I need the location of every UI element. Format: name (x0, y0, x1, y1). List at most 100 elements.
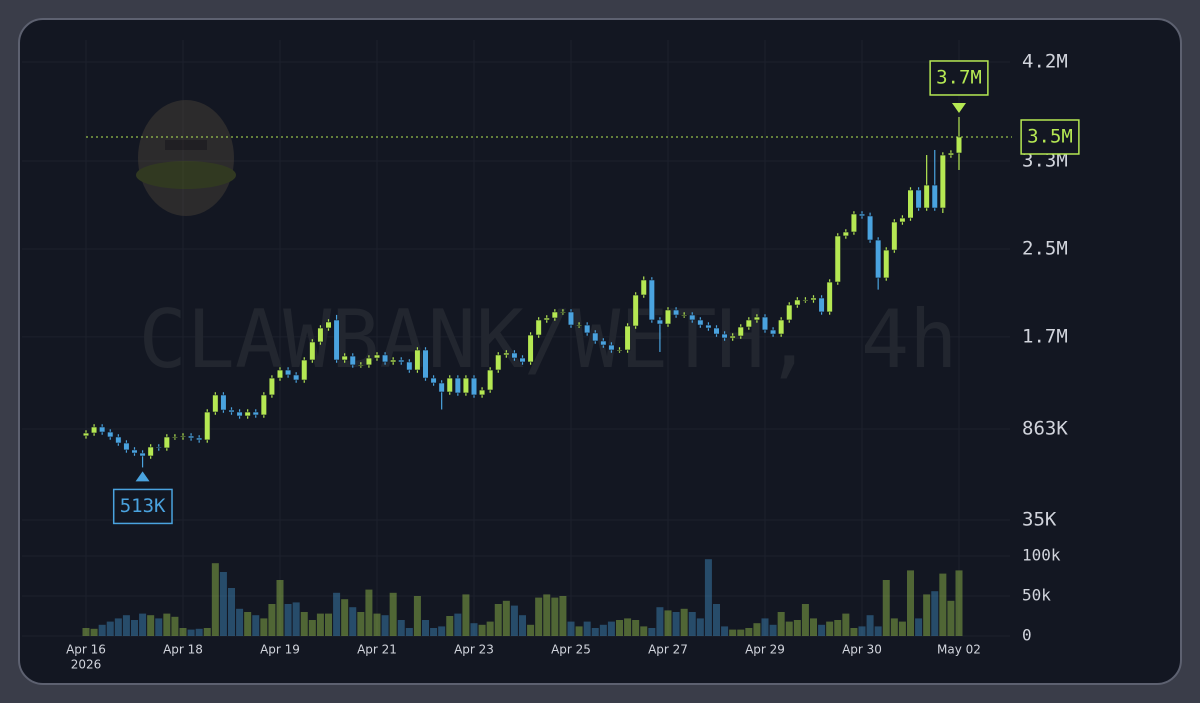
plot-area (82, 116, 963, 636)
y-tick-label: 3.3M (1022, 149, 1068, 171)
candle-body (705, 324, 712, 329)
candle-body (664, 309, 672, 325)
candle-body (430, 377, 437, 384)
volume-bar (228, 588, 235, 636)
x-tick-label: Apr 19 (260, 643, 300, 657)
volume-bar (632, 620, 640, 636)
candle-body (745, 319, 752, 328)
volume-bar (607, 621, 615, 636)
volume-bar (276, 580, 284, 636)
candle-body (608, 344, 615, 351)
volume-bar (575, 626, 583, 636)
candle-body (228, 409, 235, 413)
candle-body (939, 154, 946, 209)
volume-bar (211, 563, 219, 636)
volume-bar (131, 620, 138, 636)
volume-bar (890, 618, 898, 636)
volume-bar (171, 616, 179, 636)
max-label-box (929, 60, 989, 96)
candle-body (826, 281, 833, 313)
candle-body (454, 377, 461, 394)
candle-body (672, 309, 680, 316)
candle-body (244, 411, 251, 417)
volume-bar (616, 620, 623, 636)
volume-bar (721, 626, 729, 636)
candle-body (640, 279, 647, 296)
candle-body (487, 369, 494, 391)
logo (136, 100, 236, 216)
candle-body (737, 326, 744, 337)
volume-bar (147, 615, 155, 636)
x-tick-label: Apr 27 (648, 643, 688, 657)
candle-body (349, 355, 356, 366)
volume-bar (656, 607, 664, 636)
candle-body (107, 431, 114, 438)
volume-bar (680, 608, 688, 636)
candle-body (713, 327, 720, 335)
candle-body (422, 349, 429, 379)
min-marker (135, 471, 150, 482)
candle-body (171, 436, 179, 439)
x-tick-label: May 02 (937, 643, 981, 657)
volume-bar (300, 612, 308, 636)
volume-bar (664, 610, 672, 636)
volume-bar (745, 628, 753, 636)
candle-body (163, 436, 170, 449)
volume-bar (470, 623, 478, 636)
candle-body (915, 189, 922, 209)
volume-bar (704, 559, 712, 636)
volume-bar (284, 604, 292, 636)
candle-body (689, 314, 696, 321)
volume-bar (446, 616, 454, 636)
candle-body (850, 213, 858, 233)
y-tick-label: 1.7M (1022, 325, 1068, 347)
volume-bar (341, 599, 349, 636)
candle-body (365, 357, 373, 366)
volume-bar (106, 621, 114, 636)
candle-body (115, 436, 122, 444)
candle-body (543, 317, 550, 321)
x-tick-label: Apr 21 (357, 643, 397, 657)
candle-body (810, 297, 817, 301)
candle-body (381, 354, 389, 363)
volume-bar (268, 604, 276, 636)
candle-body (357, 364, 364, 367)
candle-body (624, 325, 631, 351)
volume-bar (405, 628, 413, 636)
candle-body (907, 189, 914, 219)
volume-bar (801, 604, 809, 636)
candle-body (309, 341, 316, 361)
candle-body (212, 394, 219, 413)
candle-body (438, 382, 445, 393)
candle-body (899, 217, 906, 223)
volume-bar (381, 615, 389, 636)
volume-bar (510, 605, 518, 636)
volume-bar (939, 573, 947, 636)
candle-body (204, 411, 211, 441)
candle-body (495, 354, 502, 371)
volume-bar (98, 624, 106, 636)
volume-tick-label: 0 (1022, 626, 1032, 645)
candle-body (681, 314, 688, 317)
volume-bar (155, 618, 163, 636)
candle-body (511, 352, 518, 359)
volume-bar (486, 621, 494, 636)
volume-bar (955, 570, 963, 636)
x-tick-label: Apr 25 (551, 643, 591, 657)
volume-bar (583, 621, 591, 636)
volume-bar (599, 624, 607, 636)
volume-bar (325, 613, 332, 636)
volume-bar (866, 615, 874, 636)
volume-bar (316, 613, 324, 636)
volume-bar (696, 618, 704, 636)
candle-body (293, 374, 300, 381)
volume-bar (422, 620, 429, 636)
volume-bar (874, 626, 882, 636)
candle-body (341, 355, 348, 361)
volume-bar (519, 615, 526, 636)
candle-body (284, 369, 292, 376)
watermark: CLAWBANK/WETH, 4h (139, 293, 958, 386)
candle-body (519, 357, 526, 363)
volume-bar (826, 621, 834, 636)
candle-body (891, 221, 898, 251)
